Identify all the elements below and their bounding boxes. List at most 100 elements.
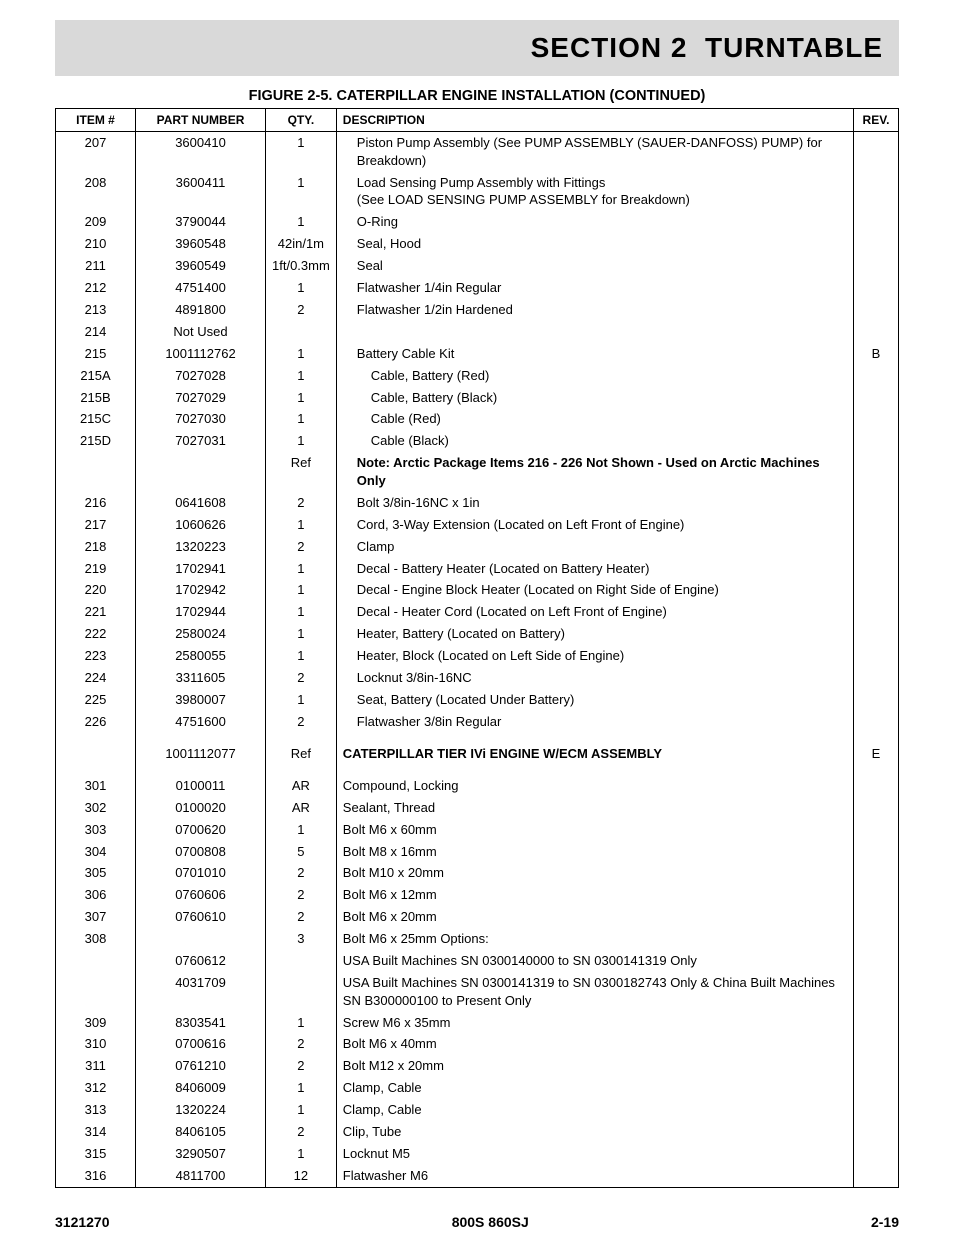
cell-part: 1702941 xyxy=(136,557,266,579)
cell-part: 2580024 xyxy=(136,623,266,645)
cell-item: 214 xyxy=(56,321,136,343)
parts-table: ITEM # PART NUMBER QTY. DESCRIPTION REV.… xyxy=(55,108,899,1188)
cell-qty: 12 xyxy=(266,1165,337,1187)
cell-part: 0700616 xyxy=(136,1033,266,1055)
table-row: 215C70270301Cable (Red) xyxy=(56,408,899,430)
table-row: 30307006201Bolt M6 x 60mm xyxy=(56,818,899,840)
table-row: 22647516002Flatwasher 3/8in Regular xyxy=(56,711,899,733)
cell-qty: 2 xyxy=(266,862,337,884)
cell-qty: 2 xyxy=(266,711,337,733)
cell-rev xyxy=(854,492,899,514)
cell-qty xyxy=(266,972,337,1011)
table-row: 22539800071Seat, Battery (Located Under … xyxy=(56,689,899,711)
table-row: 215A70270281Cable, Battery (Red) xyxy=(56,364,899,386)
cell-desc: Clip, Tube xyxy=(336,1121,853,1143)
cell-part: 0760606 xyxy=(136,884,266,906)
table-row: 0760612USA Built Machines SN 0300140000 … xyxy=(56,950,899,972)
cell-item: 309 xyxy=(56,1011,136,1033)
cell-part: 0760612 xyxy=(136,950,266,972)
cell-part: 0100020 xyxy=(136,797,266,819)
cell-desc: Seat, Battery (Located Under Battery) xyxy=(336,689,853,711)
table-row: 214Not Used xyxy=(56,321,899,343)
cell-part: 3960548 xyxy=(136,233,266,255)
cell-item: 313 xyxy=(56,1099,136,1121)
table-row: 21247514001Flatwasher 1/4in Regular xyxy=(56,277,899,299)
cell-qty: 1ft/0.3mm xyxy=(266,255,337,277)
cell-part xyxy=(136,928,266,950)
table-row: 30407008085Bolt M8 x 16mm xyxy=(56,840,899,862)
cell-desc xyxy=(336,321,853,343)
cell-desc: Cable (Black) xyxy=(336,430,853,452)
cell-desc: USA Built Machines SN 0300141319 to SN 0… xyxy=(336,972,853,1011)
cell-part: 4031709 xyxy=(136,972,266,1011)
cell-rev xyxy=(854,132,899,172)
cell-rev xyxy=(854,972,899,1011)
cell-item xyxy=(56,972,136,1011)
cell-rev: E xyxy=(854,743,899,765)
cell-qty: 2 xyxy=(266,667,337,689)
cell-rev xyxy=(854,277,899,299)
table-row: 1001112077RefCATERPILLAR TIER IVi ENGINE… xyxy=(56,743,899,765)
figure-title: FIGURE 2-5. CATERPILLAR ENGINE INSTALLAT… xyxy=(55,88,899,104)
cell-desc: Clamp, Cable xyxy=(336,1077,853,1099)
table-row: 31007006162Bolt M6 x 40mm xyxy=(56,1033,899,1055)
cell-rev xyxy=(854,623,899,645)
cell-part: 1001112077 xyxy=(136,743,266,765)
cell-rev xyxy=(854,950,899,972)
cell-item: 219 xyxy=(56,557,136,579)
page-footer: 3121270 800S 860SJ 2-19 xyxy=(55,1214,899,1230)
cell-part: 3960549 xyxy=(136,255,266,277)
table-row xyxy=(56,765,899,775)
cell-qty: 1 xyxy=(266,430,337,452)
table-row: 21606416082Bolt 3/8in-16NC x 1in xyxy=(56,492,899,514)
cell-rev xyxy=(854,862,899,884)
cell-rev xyxy=(854,797,899,819)
cell-desc: Clamp xyxy=(336,535,853,557)
col-header-rev: REV. xyxy=(854,109,899,132)
cell-desc: Seal, Hood xyxy=(336,233,853,255)
cell-item: 207 xyxy=(56,132,136,172)
section-name: TURNTABLE xyxy=(705,32,883,63)
cell-qty: Ref xyxy=(266,452,337,491)
cell-part: 1320224 xyxy=(136,1099,266,1121)
cell-qty: 1 xyxy=(266,171,337,210)
cell-desc: Piston Pump Assembly (See PUMP ASSEMBLY … xyxy=(336,132,853,172)
cell-desc: Battery Cable Kit xyxy=(336,342,853,364)
cell-part: 7027029 xyxy=(136,386,266,408)
cell-rev xyxy=(854,452,899,491)
table-row: 21710606261Cord, 3-Way Extension (Locate… xyxy=(56,513,899,535)
cell-item xyxy=(56,452,136,491)
cell-desc: Bolt M6 x 12mm xyxy=(336,884,853,906)
cell-desc: Locknut 3/8in-16NC xyxy=(336,667,853,689)
cell-item: 315 xyxy=(56,1143,136,1165)
cell-qty: 2 xyxy=(266,906,337,928)
cell-desc: Heater, Block (Located on Left Side of E… xyxy=(336,645,853,667)
cell-part: 7027031 xyxy=(136,430,266,452)
cell-qty: 2 xyxy=(266,535,337,557)
table-row: 22017029421Decal - Engine Block Heater (… xyxy=(56,579,899,601)
cell-desc: Bolt M6 x 25mm Options: xyxy=(336,928,853,950)
cell-part: Not Used xyxy=(136,321,266,343)
cell-part: 0641608 xyxy=(136,492,266,514)
cell-qty: 2 xyxy=(266,1055,337,1077)
col-header-item: ITEM # xyxy=(56,109,136,132)
cell-rev xyxy=(854,1055,899,1077)
cell-part: 1001112762 xyxy=(136,342,266,364)
cell-rev xyxy=(854,1077,899,1099)
table-row: 21348918002Flatwasher 1/2in Hardened xyxy=(56,299,899,321)
cell-desc: Seal xyxy=(336,255,853,277)
table-row: 30983035411Screw M6 x 35mm xyxy=(56,1011,899,1033)
cell-part: 3600410 xyxy=(136,132,266,172)
cell-desc: O-Ring xyxy=(336,211,853,233)
cell-item: 215C xyxy=(56,408,136,430)
cell-desc: Cord, 3-Way Extension (Located on Left F… xyxy=(336,513,853,535)
cell-part: 3980007 xyxy=(136,689,266,711)
cell-part: 3290507 xyxy=(136,1143,266,1165)
cell-part xyxy=(136,452,266,491)
cell-part: 7027030 xyxy=(136,408,266,430)
cell-qty: 3 xyxy=(266,928,337,950)
cell-rev xyxy=(854,321,899,343)
cell-qty: 1 xyxy=(266,818,337,840)
section-label: SECTION 2 xyxy=(531,32,688,63)
cell-item xyxy=(56,743,136,765)
